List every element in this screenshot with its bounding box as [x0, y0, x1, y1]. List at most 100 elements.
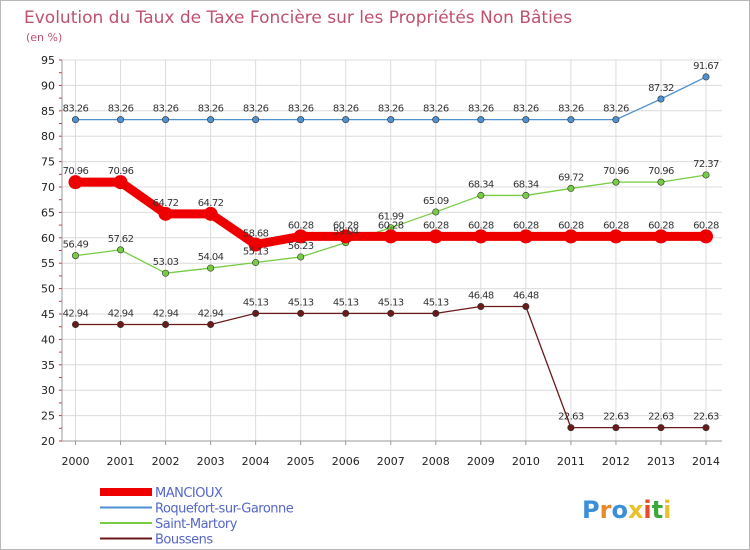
data-point: [68, 175, 83, 190]
axes: 20 25 30 35 40 45 50 55 60 65 70 75 80 85 90 95 2000 2001…: [41, 54, 722, 468]
series: [68, 73, 713, 432]
data-label: 45.13: [333, 297, 359, 308]
data-point: [72, 116, 80, 124]
y-tick-label: 50: [41, 283, 55, 296]
data-label: 60.28: [333, 220, 359, 231]
x-tick-label: 2007: [377, 455, 405, 468]
proxiti-logo: Proxiti: [582, 496, 671, 524]
data-point: [162, 116, 170, 124]
data-point: [612, 178, 620, 186]
x-tick-label: 2010: [512, 455, 540, 468]
data-point: [252, 309, 260, 317]
data-point: [158, 206, 173, 221]
data-label: 59.04: [333, 227, 359, 238]
x-tick-label: 2002: [152, 455, 180, 468]
x-tick-label: 2013: [647, 455, 675, 468]
data-point: [612, 116, 620, 124]
data-point: [563, 229, 578, 244]
chart-subtitle: (en %): [26, 31, 62, 44]
y-tick-label: 75: [41, 156, 55, 169]
legend-label: MANCIOUX: [155, 486, 223, 501]
data-label: 72.37: [693, 159, 719, 170]
data-point: [113, 175, 128, 190]
data-label: 45.13: [378, 297, 404, 308]
legend: MANCIOUXRoquefort-sur-GaronneSaint-Marto…: [100, 486, 294, 548]
x-tick-label: 2009: [467, 455, 495, 468]
legend-label: Roquefort-sur-Garonne: [155, 502, 294, 517]
data-label: 45.13: [423, 297, 449, 308]
data-point: [387, 309, 395, 317]
data-point: [207, 116, 215, 124]
data-point: [72, 252, 80, 260]
data-label: 60.28: [468, 220, 494, 231]
data-point: [612, 424, 620, 432]
data-label: 42.94: [63, 308, 89, 319]
logo-letter: i: [643, 496, 651, 524]
data-label: 46.48: [513, 290, 539, 301]
data-label: 60.28: [423, 220, 449, 231]
data-label: 65.09: [423, 196, 449, 207]
data-label: 55.13: [243, 247, 269, 258]
data-point: [297, 253, 305, 261]
data-point: [477, 191, 485, 199]
data-point: [518, 229, 533, 244]
data-label: 22.63: [558, 412, 584, 423]
data-point: [702, 73, 710, 81]
data-label: 87.32: [648, 83, 674, 94]
data-point: [473, 229, 488, 244]
y-tick-label: 55: [41, 257, 55, 270]
data-point: [117, 320, 125, 328]
data-point: [432, 116, 440, 124]
data-label: 64.72: [198, 198, 224, 209]
logo-letter: r: [600, 496, 612, 524]
data-point: [297, 116, 305, 124]
data-label: 83.26: [288, 104, 314, 115]
y-tick-label: 60: [41, 232, 55, 245]
data-label: 60.28: [648, 220, 674, 231]
y-tick-label: 70: [41, 181, 55, 194]
data-label: 70.96: [648, 166, 674, 177]
data-point: [522, 302, 530, 310]
data-label: 68.34: [513, 179, 539, 190]
data-label: 70.96: [63, 166, 89, 177]
data-label: 64.72: [153, 198, 179, 209]
y-tick-label: 90: [41, 79, 55, 92]
data-label: 60.28: [693, 220, 719, 231]
data-point: [657, 424, 665, 432]
data-point: [252, 259, 260, 267]
x-tick-label: 2012: [602, 455, 630, 468]
y-tick-label: 45: [41, 308, 55, 321]
data-label: 83.26: [468, 104, 494, 115]
data-label: 42.94: [153, 308, 179, 319]
data-point: [428, 229, 443, 244]
data-label: 60.28: [603, 220, 629, 231]
data-point: [567, 116, 575, 124]
x-tick-label: 2001: [107, 455, 135, 468]
y-tick-label: 80: [41, 130, 55, 143]
data-point: [207, 264, 215, 272]
data-label: 22.63: [693, 412, 719, 423]
data-label: 45.13: [243, 297, 269, 308]
x-tick-label: 2008: [422, 455, 450, 468]
logo-letter: t: [652, 496, 663, 524]
data-label: 83.26: [558, 104, 584, 115]
y-tick-label: 40: [41, 333, 55, 346]
data-label: 83.26: [153, 104, 179, 115]
data-label: 61.99: [378, 212, 404, 223]
data-label: 22.63: [603, 412, 629, 423]
data-label: 69.72: [558, 172, 584, 183]
logo-text: Proxiti: [582, 496, 671, 524]
y-tick-label: 95: [41, 54, 55, 67]
data-point: [342, 309, 350, 317]
data-label: 83.26: [378, 104, 404, 115]
y-tick-label: 65: [41, 206, 55, 219]
data-label: 42.94: [108, 308, 134, 319]
data-point: [203, 206, 218, 221]
data-label: 58.68: [243, 229, 269, 240]
legend-label: Boussens: [155, 533, 213, 548]
data-label: 60.28: [288, 220, 314, 231]
data-point: [477, 116, 485, 124]
data-label: 83.26: [333, 104, 359, 115]
data-label: 70.96: [108, 166, 134, 177]
